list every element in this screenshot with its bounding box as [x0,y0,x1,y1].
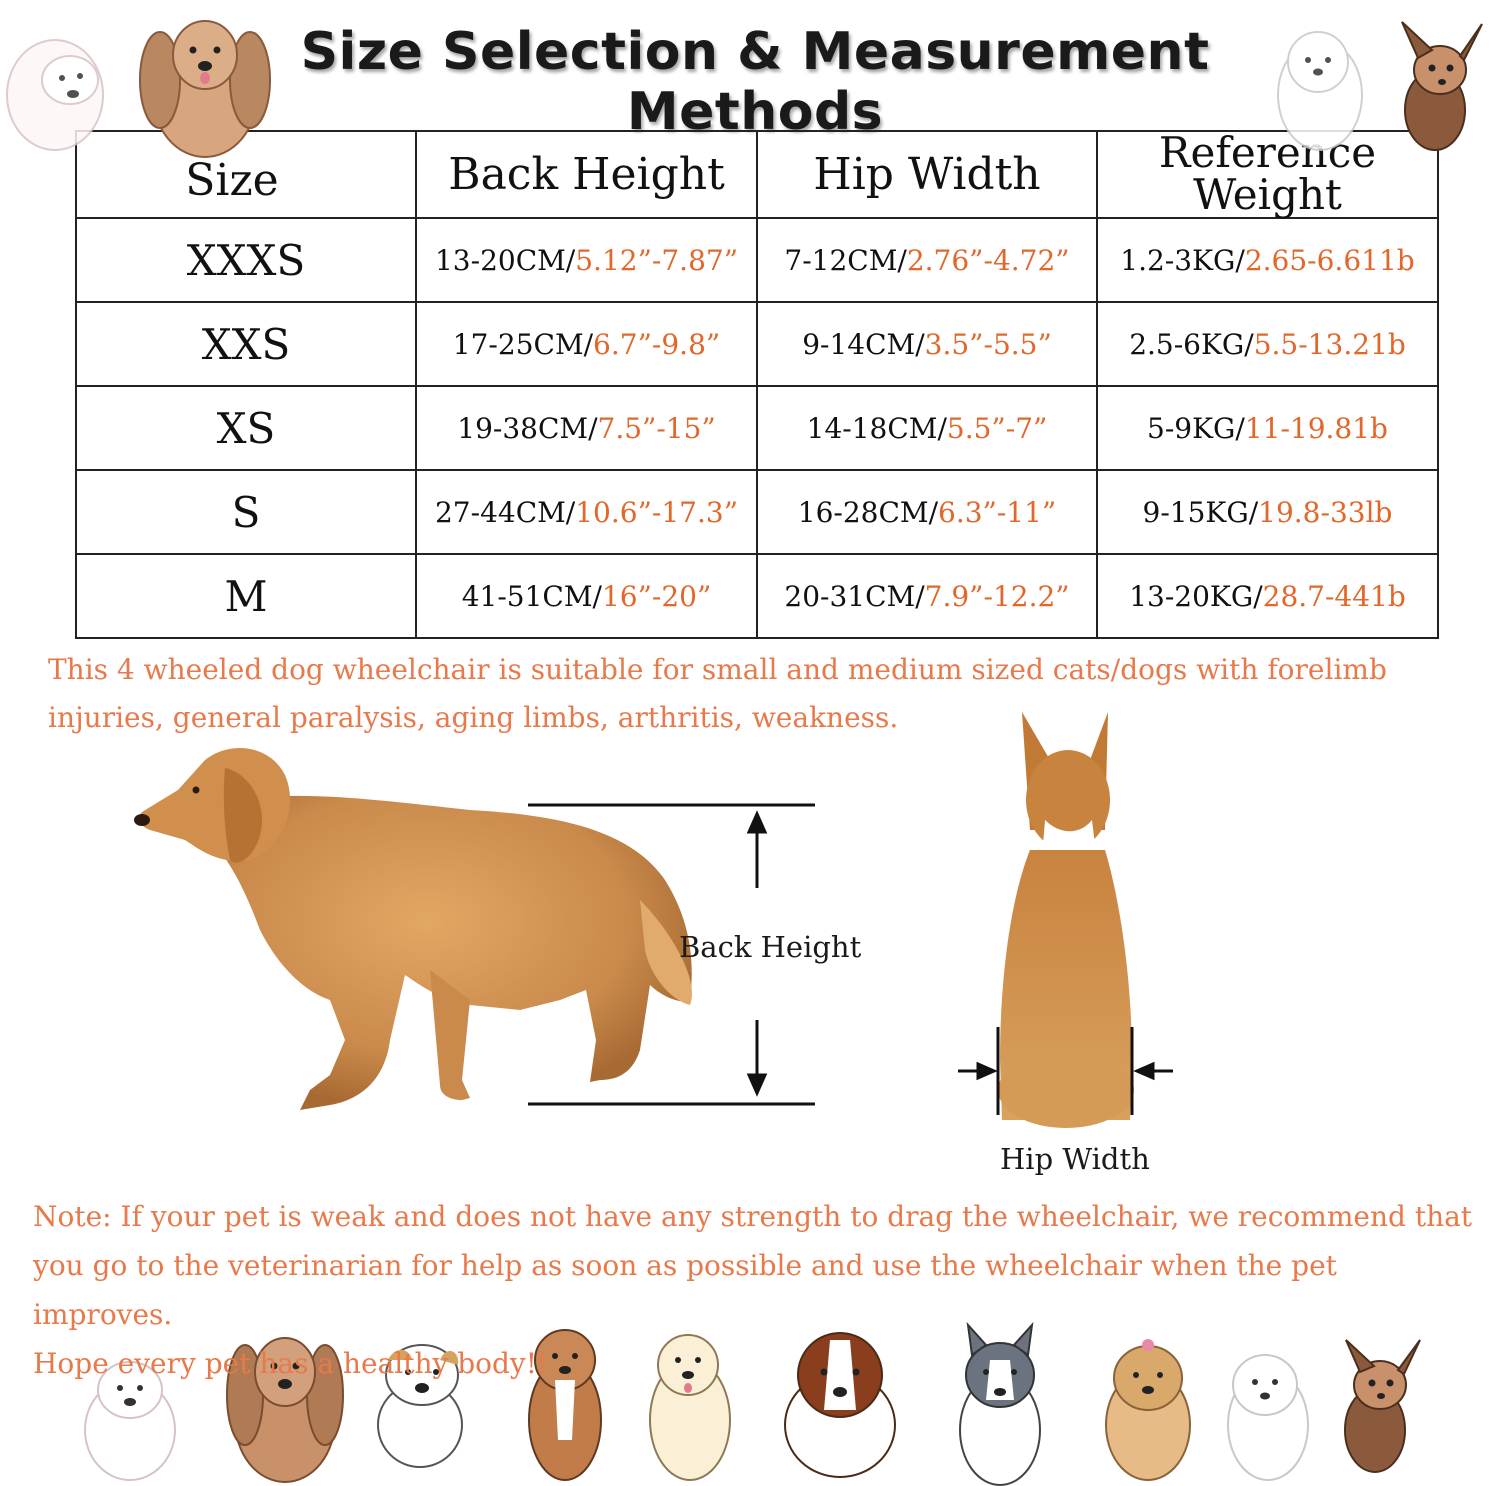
weight-cell: 13-20KG/28.7-441b [1096,553,1439,639]
back-height-label: Back Height [679,930,862,964]
weight-cell: 2.5-6KG/5.5-13.21b [1096,301,1439,387]
poodle-icon [1277,31,1363,151]
golden-retriever-icon [134,748,692,1110]
weight-cell: 1.2-3KG/2.65-6.611b [1096,217,1439,303]
poodle-icon [1227,1354,1309,1481]
size-cell: S [75,469,417,555]
chihuahua-icon [1344,1339,1421,1473]
table-row: M 41-51CM/16”-20” 20-31CM/7.9”-12.2” 13-… [75,553,1439,639]
note-text: Note: If your pet is weak and does not h… [33,1192,1483,1388]
saint-bernard-icon [784,1332,896,1478]
back-height-cell: 41-51CM/16”-20” [415,553,758,639]
back-height-measure [528,803,815,1106]
description-text: This 4 wheeled dog wheelchair is suitabl… [48,653,1387,734]
westie-icon [6,39,104,151]
back-height-cell: 13-20CM/5.12”-7.87” [415,217,758,303]
hip-width-cell: 20-31CM/7.9”-12.2” [756,553,1098,639]
husky-icon [959,1321,1041,1486]
table-row: XS 19-38CM/7.5”-15” 14-18CM/5.5”-7” 5-9K… [75,385,1439,471]
spaniel-icon [139,20,271,158]
size-cell: XS [75,385,417,471]
table-header-row: Size Back Height Hip Width Reference Wei… [75,130,1439,219]
weight-cell: 9-15KG/19.8-33lb [1096,469,1439,555]
chihuahua-icon [1401,21,1483,151]
spaniel-icon [226,1337,344,1483]
labrador-icon [649,1334,731,1481]
header-back-height: Back Height [415,130,758,219]
page-title: Size Selection & Measurement Methods [300,22,1210,142]
boxer-icon [528,1329,602,1481]
size-cell: XXXS [75,217,417,303]
hip-width-measure [958,1027,1173,1115]
corgi-back-icon [998,712,1134,1128]
hip-width-cell: 16-28CM/6.3”-11” [756,469,1098,555]
note-closing-line: Hope every pet has a healthy body!! [33,1347,549,1380]
bulldog-icon [377,1344,463,1468]
size-cell: M [75,553,417,639]
weight-cell: 5-9KG/11-19.81b [1096,385,1439,471]
westie-icon [84,1361,176,1481]
bottom-dogs [84,1321,1421,1486]
hip-width-cell: 9-14CM/3.5”-5.5” [756,301,1098,387]
hip-width-label: Hip Width [1000,1142,1150,1176]
size-cell: XXS [75,301,417,387]
hip-width-cell: 14-18CM/5.5”-7” [756,385,1098,471]
header-reference-weight: Reference Weight [1096,130,1439,219]
back-height-cell: 27-44CM/10.6”-17.3” [415,469,758,555]
header-size: Size [75,130,417,219]
note-line: Note: If your pet is weak and does not h… [33,1200,1473,1331]
table-row: XXS 17-25CM/6.7”-9.8” 9-14CM/3.5”-5.5” 2… [75,301,1439,387]
header-hip-width: Hip Width [756,130,1098,219]
back-height-cell: 19-38CM/7.5”-15” [415,385,758,471]
size-table: Size Back Height Hip Width Reference Wei… [75,130,1439,639]
hip-width-cell: 7-12CM/2.76”-4.72” [756,217,1098,303]
table-row: XXXS 13-20CM/5.12”-7.87” 7-12CM/2.76”-4.… [75,217,1439,303]
table-row: S 27-44CM/10.6”-17.3” 16-28CM/6.3”-11” 9… [75,469,1439,555]
back-height-cell: 17-25CM/6.7”-9.8” [415,301,758,387]
yorkie-icon [1105,1339,1191,1481]
